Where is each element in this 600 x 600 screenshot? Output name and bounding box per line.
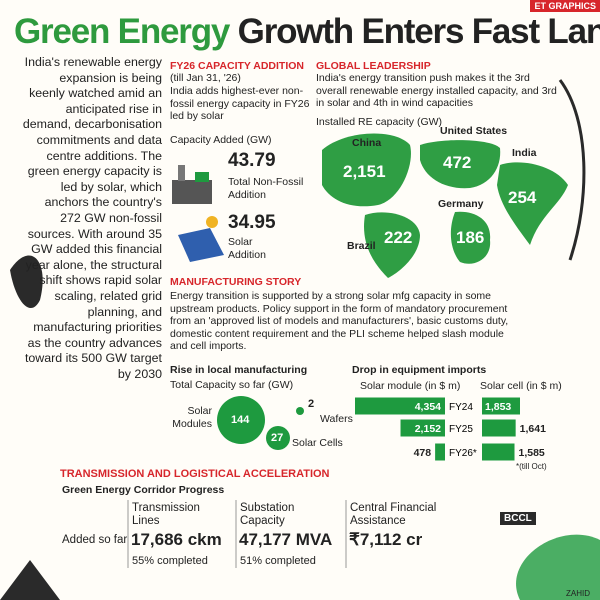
legend-entry: Solar cell (in $ m) [480, 380, 562, 392]
bubble-value: 2 [308, 398, 315, 410]
label: Solar Addition [228, 236, 266, 261]
value-label: 2,152 [415, 423, 441, 435]
item-value: 17,686 ckm [131, 530, 222, 549]
country-value: 254 [508, 188, 537, 207]
bubble-value: 144 [231, 414, 250, 426]
germany-map [450, 211, 491, 264]
title-green: Green Energy [14, 12, 230, 51]
item-label: Transmission Lines [132, 502, 200, 527]
mark: BCCL [500, 512, 536, 525]
china-map [322, 133, 411, 207]
bar [482, 397, 520, 415]
value: 43.79 [228, 150, 276, 171]
bubble [217, 396, 265, 444]
subheading: (till Jan 31, '26) [170, 72, 241, 84]
subheading: Rise in local manufacturing [170, 364, 308, 376]
item-label: Substation Capacity [240, 502, 295, 527]
item-value: 47,177 MVA [239, 530, 333, 549]
section-heading: FY26 CAPACITY ADDITION [170, 60, 304, 72]
bar [355, 397, 445, 415]
bar [435, 443, 445, 461]
item-note: 51% completed [240, 555, 316, 567]
year-label: FY26* [449, 448, 477, 459]
note: *(till Oct) [516, 462, 547, 471]
unit: Total Capacity so far (GW) [170, 379, 294, 391]
country: Brazil [347, 240, 376, 252]
label: Wafers [320, 413, 353, 425]
country: United States [440, 125, 508, 137]
country: India [512, 147, 537, 159]
value-label: 478 [414, 447, 432, 459]
text: India adds highest-ever non-fossil energ… [170, 85, 310, 122]
decor-shape [0, 560, 60, 600]
decor-shape [558, 79, 586, 261]
unit: Installed RE capacity (GW) [316, 116, 443, 128]
year-label: FY24 [449, 402, 473, 413]
bubble [296, 407, 304, 415]
solar-panel-icon [178, 216, 224, 262]
text: India's energy transition push makes it … [316, 72, 557, 109]
item-note: 55% completed [132, 555, 208, 567]
bubble [266, 426, 290, 450]
title-rest: Growth Enters Fast Lane [237, 12, 600, 51]
section-heading: MANUFACTURING STORY [170, 276, 302, 288]
country-value: 186 [456, 228, 485, 247]
label: Solar Modules [172, 405, 212, 430]
row-label: Added so far [62, 534, 128, 546]
country: Germany [438, 198, 484, 210]
country-value: 472 [443, 153, 472, 172]
country-value: 2,151 [343, 162, 386, 181]
bar [482, 443, 515, 461]
value: 34.95 [228, 212, 276, 233]
title: Green Energy Growth Enters Fast Lane [14, 12, 600, 52]
intro: India's renewable energy expansion is be… [22, 55, 162, 381]
value-label: 4,354 [415, 401, 441, 413]
subheading: Green Energy Corridor Progress [62, 484, 225, 496]
bar [400, 419, 445, 437]
legend-entry: Solar module (in $ m) [360, 380, 461, 392]
label: Total Non-Fossil Addition [228, 176, 304, 201]
label: Solar Cells [292, 437, 343, 449]
india-map [497, 162, 568, 245]
item-label: Central Financial Assistance [350, 502, 437, 527]
text: Energy transition is supported by a stro… [170, 290, 509, 352]
section-heading: GLOBAL LEADERSHIP [316, 60, 431, 72]
bubble-value: 27 [271, 432, 284, 444]
brazil-map [364, 212, 420, 278]
country: China [352, 137, 382, 149]
us-map [420, 140, 501, 189]
bar [482, 419, 516, 437]
credit: ZAHID [566, 589, 590, 598]
value-label: 1,641 [520, 423, 546, 435]
factory-icon [172, 165, 212, 204]
unit: Capacity Added (GW) [170, 134, 272, 146]
value-label: 1,585 [519, 447, 545, 459]
year-label: FY25 [449, 424, 473, 435]
item-value: ₹7,112 cr [349, 530, 423, 549]
decor-shape [516, 534, 600, 600]
country-value: 222 [384, 228, 413, 247]
section-heading: TRANSMISSION AND LOGISTICAL ACCELERATION [60, 468, 330, 480]
decor-leaf [10, 255, 43, 309]
subheading: Drop in equipment imports [352, 364, 487, 376]
value-label: 1,853 [485, 401, 511, 413]
badge: ET GRAPHICS [530, 0, 600, 12]
